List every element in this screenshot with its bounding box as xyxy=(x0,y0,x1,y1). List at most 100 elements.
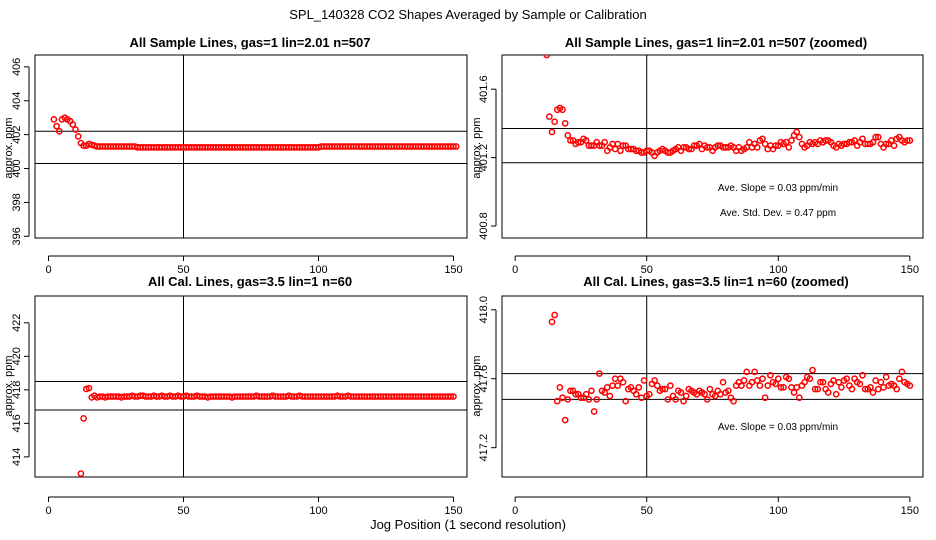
data-point xyxy=(677,389,685,396)
y-tick-label: 418.0 xyxy=(478,296,490,324)
plot-frame xyxy=(501,54,924,239)
data-point xyxy=(869,138,877,146)
data-point xyxy=(835,378,843,386)
data-point xyxy=(759,375,766,383)
data-point xyxy=(72,126,79,133)
y-tick-label: 402 xyxy=(11,125,23,143)
data-point xyxy=(809,366,816,374)
x-tick-label: 100 xyxy=(769,264,787,276)
data-point xyxy=(703,396,711,403)
data-point xyxy=(55,127,63,135)
x-tick-label: 0 xyxy=(45,505,51,517)
data-point xyxy=(895,375,903,383)
data-point xyxy=(872,377,879,384)
data-point xyxy=(447,393,455,400)
y-tick-label: 401.6 xyxy=(478,75,490,103)
data-point xyxy=(764,382,772,389)
data-point xyxy=(582,390,590,398)
panel-title: All Sample Lines, gas=1 lin=2.01 n=507 (… xyxy=(565,35,867,50)
data-series xyxy=(50,114,460,151)
data-point xyxy=(614,382,622,389)
data-point xyxy=(651,377,658,384)
y-tick-label: 400 xyxy=(11,159,23,177)
data-point xyxy=(635,384,643,391)
data-point xyxy=(611,145,619,153)
y-axis-label: approx. ppm xyxy=(471,355,483,416)
data-point xyxy=(601,138,608,146)
data-series xyxy=(543,55,914,160)
y-tick-label: 396 xyxy=(11,227,23,245)
data-point xyxy=(574,138,582,146)
data-point xyxy=(761,140,769,148)
data-point xyxy=(793,384,801,391)
y-tick-label: 420 xyxy=(11,347,23,365)
data-point xyxy=(859,371,866,379)
data-point xyxy=(609,382,616,389)
data-point xyxy=(738,382,745,389)
y-axis-label: approx. ppm xyxy=(3,117,15,178)
panel-cal-lines-zoomed: All Cal. Lines, gas=3.5 lin=1 n=60 (zoom… xyxy=(471,274,924,517)
data-point xyxy=(450,143,457,150)
data-point xyxy=(793,128,801,136)
figure-title: SPL_140328 CO2 Shapes Averaged by Sample… xyxy=(289,7,647,22)
plot-area: 0 50 100 150 414 416 418 420 422 xyxy=(11,295,468,517)
y-tick-label: 400.8 xyxy=(478,212,490,240)
x-tick-label: 150 xyxy=(444,505,462,517)
data-point xyxy=(790,389,798,396)
data-point xyxy=(706,385,714,393)
data-point xyxy=(774,375,782,383)
data-point xyxy=(906,137,914,144)
data-point xyxy=(632,390,640,398)
plot-area: 0 50 100 150 396 398 400 402 404 406 xyxy=(11,54,468,276)
data-point xyxy=(719,378,727,386)
annotation-text: Ave. Slope = 0.03 ppm/min xyxy=(718,422,838,433)
data-point xyxy=(617,147,624,155)
data-point xyxy=(814,385,822,393)
data-point xyxy=(567,387,574,395)
data-point xyxy=(577,394,585,402)
panel-title: All Sample Lines, gas=1 lin=2.01 n=507 xyxy=(130,35,371,50)
data-point xyxy=(80,414,87,422)
data-point xyxy=(548,318,556,326)
data-point xyxy=(753,377,761,384)
data-point xyxy=(69,121,77,128)
data-point xyxy=(77,470,85,477)
panel-title: All Cal. Lines, gas=3.5 lin=1 n=60 xyxy=(148,274,352,289)
figure-xlabel: Jog Position (1 second resolution) xyxy=(370,517,566,532)
y-tick-label: 417.2 xyxy=(478,434,490,462)
data-point xyxy=(780,384,787,391)
data-point xyxy=(906,382,914,389)
data-point xyxy=(661,385,669,393)
data-point xyxy=(880,384,887,391)
data-point xyxy=(772,142,780,149)
data-point xyxy=(811,385,819,393)
data-point xyxy=(701,390,708,398)
annotation-text: Ave. Slope = 0.03 ppm/min xyxy=(718,183,838,194)
y-axis-label: approx. ppm xyxy=(471,117,483,178)
panel-sample-lines: All Sample Lines, gas=1 lin=2.01 n=507 a… xyxy=(3,35,468,276)
plot-area: 0 50 100 150 400.8 401.2 401.6 Ave. Slope = 0.0… xyxy=(478,54,924,276)
data-point xyxy=(767,371,774,379)
data-point xyxy=(785,144,793,151)
data-point xyxy=(603,384,611,391)
data-point xyxy=(819,378,827,386)
x-tick-label: 50 xyxy=(177,264,189,276)
data-point xyxy=(806,375,814,383)
data-point xyxy=(551,118,558,126)
data-point xyxy=(667,382,674,389)
data-point xyxy=(838,384,845,391)
data-point xyxy=(867,384,874,391)
y-tick-label: 422 xyxy=(11,314,23,332)
data-point xyxy=(614,140,622,148)
data-point xyxy=(619,378,627,386)
data-point xyxy=(882,373,890,381)
data-point xyxy=(703,144,711,151)
data-point xyxy=(801,378,808,386)
data-point xyxy=(556,384,564,391)
data-point xyxy=(553,397,561,405)
y-tick-label: 404 xyxy=(11,92,23,110)
data-point xyxy=(832,390,840,398)
x-tick-label: 0 xyxy=(512,264,518,276)
x-tick-label: 150 xyxy=(901,264,919,276)
